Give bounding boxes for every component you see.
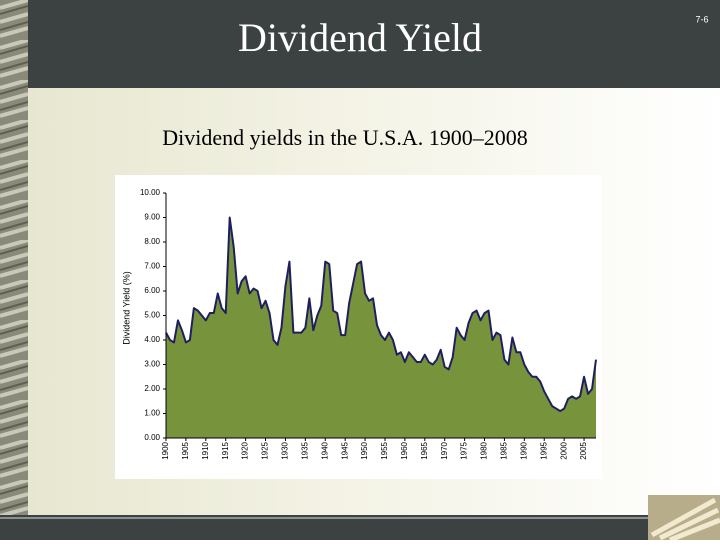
page-number: 7-6 (695, 14, 708, 24)
y-tick-label: 0.00 (144, 433, 160, 442)
x-tick-label: 1975 (460, 441, 469, 459)
chart-title: Dividend yields in the U.S.A. 1900–2008 (162, 125, 527, 150)
x-tick-label: 1970 (440, 441, 449, 459)
x-tick-label: 1930 (281, 441, 290, 459)
x-tick-label: 1935 (300, 441, 309, 459)
x-tick-label: 1990 (519, 441, 528, 459)
y-tick-label: 4.00 (144, 335, 160, 344)
x-tick-label: 1960 (400, 441, 409, 459)
x-tick-label: 1945 (340, 441, 349, 459)
title-band (0, 0, 720, 88)
x-tick-label: 1910 (201, 441, 210, 459)
x-tick-label: 1955 (380, 441, 389, 459)
side-texture (0, 0, 28, 515)
x-tick-label: 1950 (360, 441, 369, 459)
x-tick-label: 1995 (539, 441, 548, 459)
y-tick-label: 1.00 (144, 409, 160, 418)
x-tick-label: 1940 (320, 441, 329, 459)
x-tick-label: 1920 (241, 441, 250, 459)
y-tick-label: 9.00 (144, 213, 160, 222)
y-tick-label: 5.00 (144, 311, 160, 320)
y-tick-label: 2.00 (144, 384, 160, 393)
y-axis-label: Dividend Yield (%) (121, 271, 131, 345)
slide-title: Dividend Yield (238, 15, 482, 60)
y-tick-label: 8.00 (144, 237, 160, 246)
y-tick-label: 6.00 (144, 286, 160, 295)
corner-image-stripes (650, 497, 720, 543)
x-tick-label: 2000 (559, 441, 568, 459)
x-tick-label: 2005 (579, 441, 588, 459)
x-tick-label: 1905 (181, 441, 190, 459)
bottom-band (0, 515, 720, 540)
x-tick-label: 1925 (261, 441, 270, 459)
x-tick-label: 1965 (420, 441, 429, 459)
y-tick-label: 3.00 (144, 360, 160, 369)
area-line (165, 216, 597, 413)
x-tick-label: 1980 (480, 441, 489, 459)
x-tick-label: 1915 (221, 441, 230, 459)
x-tick-label: 1985 (500, 441, 509, 459)
area-fill (166, 217, 596, 438)
x-tick-label: 1900 (161, 441, 170, 459)
y-tick-label: 7.00 (144, 262, 160, 271)
y-tick-label: 10.00 (140, 188, 161, 197)
